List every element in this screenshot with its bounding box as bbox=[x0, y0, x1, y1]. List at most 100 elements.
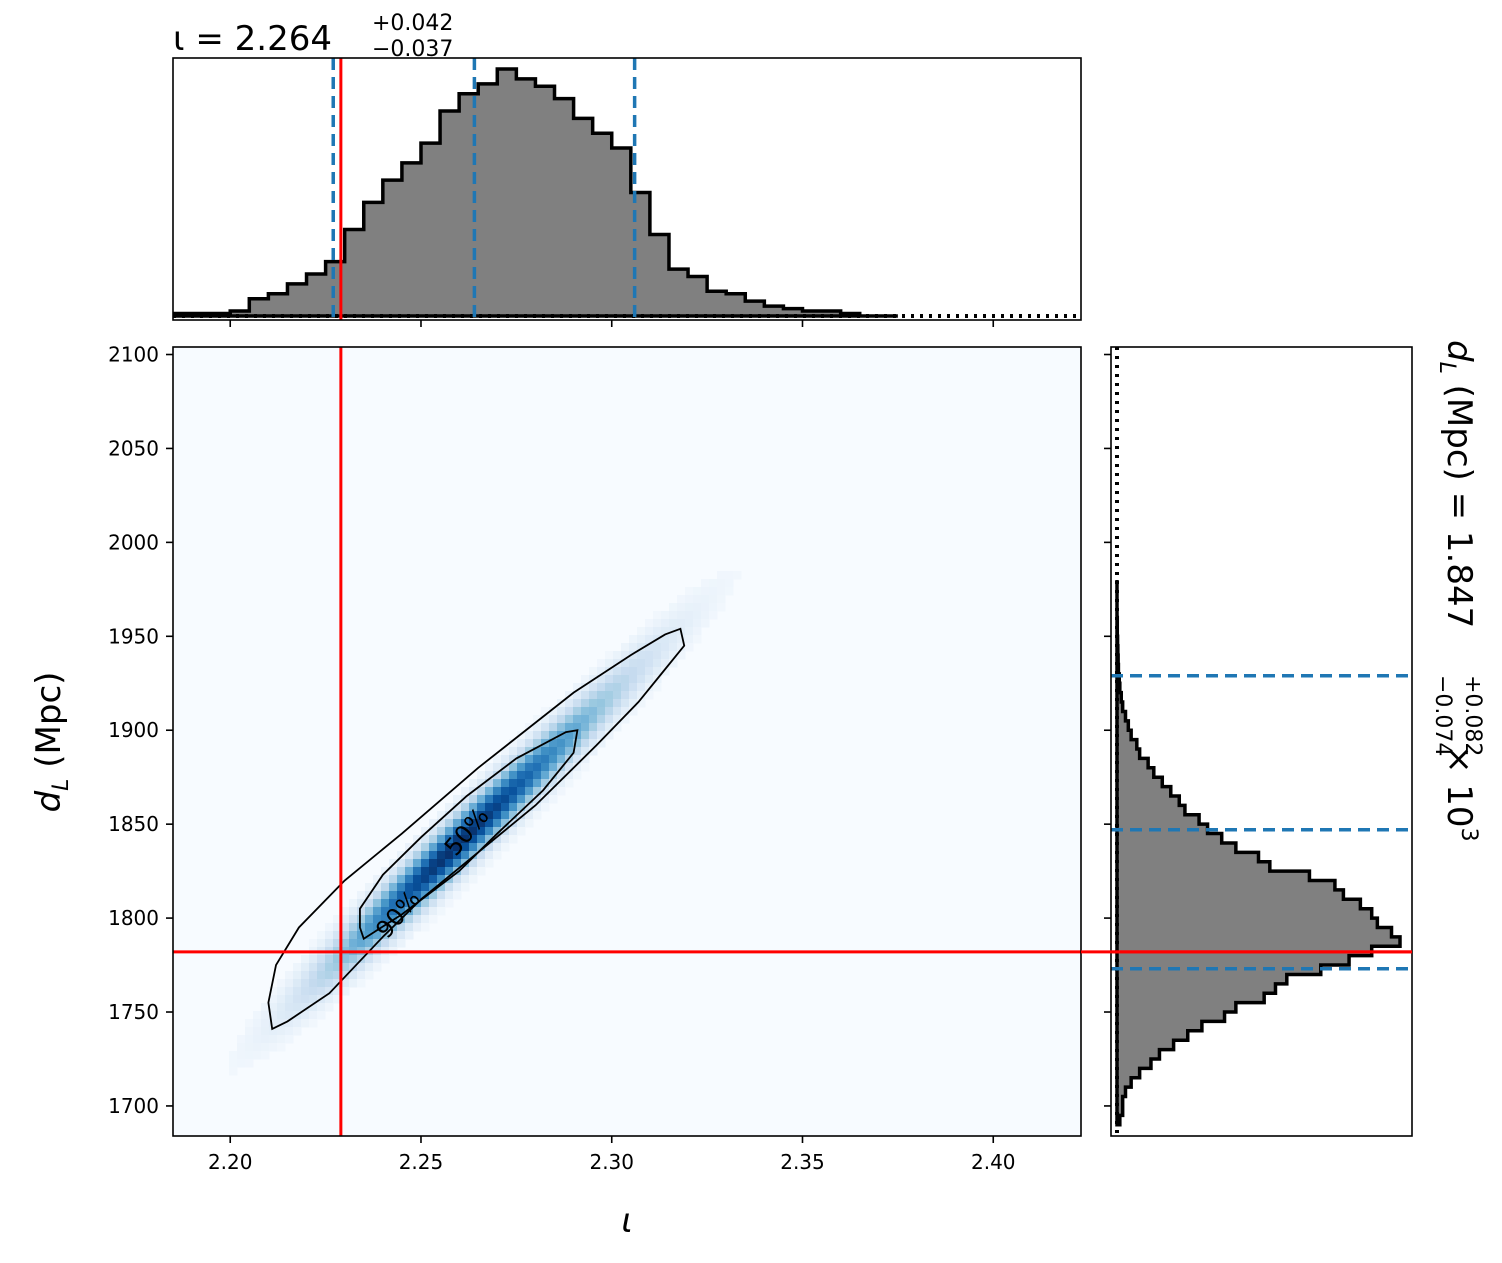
density-cell-634 bbox=[701, 595, 710, 604]
density-cell-550 bbox=[621, 699, 630, 708]
top-histogram bbox=[173, 69, 898, 316]
density-cell-70 bbox=[309, 939, 318, 948]
density-cell-651 bbox=[733, 571, 742, 580]
density-cell-353 bbox=[493, 787, 502, 796]
density-cell-247 bbox=[429, 835, 438, 844]
density-cell-637 bbox=[701, 619, 710, 628]
density-cell-643 bbox=[717, 571, 726, 580]
x-tick-label-2: 2.30 bbox=[589, 1150, 634, 1174]
density-cell-366 bbox=[501, 779, 510, 788]
density-cell-383 bbox=[509, 803, 518, 812]
density-cell-61 bbox=[301, 955, 310, 964]
density-cell-409 bbox=[525, 787, 534, 796]
density-cell-560 bbox=[629, 691, 638, 700]
svg-text:dL (Mpc) = 1.847: dL (Mpc) = 1.847 bbox=[1434, 340, 1479, 628]
density-cell-499 bbox=[581, 763, 590, 772]
density-cell-490 bbox=[581, 691, 590, 700]
density-cell-256 bbox=[429, 907, 438, 916]
y-axis-label: dL (Mpc) bbox=[29, 672, 74, 813]
density-cell-541 bbox=[613, 715, 622, 724]
density-cell-612 bbox=[677, 619, 686, 628]
density-cell-309 bbox=[461, 883, 470, 892]
density-cell-352 bbox=[493, 779, 502, 788]
density-cell-85 bbox=[317, 963, 326, 972]
x-tick-label-4: 2.40 bbox=[971, 1150, 1016, 1174]
density-cell-170 bbox=[373, 955, 382, 964]
density-cell-546 bbox=[621, 667, 630, 676]
density-cell-610 bbox=[677, 603, 686, 612]
density-cell-465 bbox=[565, 699, 574, 708]
top-title-median: 2.264 bbox=[235, 19, 332, 59]
density-cell-603 bbox=[669, 619, 678, 628]
right-ticks bbox=[1104, 355, 1111, 1106]
density-cell-225 bbox=[413, 875, 422, 884]
density-cell-557 bbox=[629, 667, 638, 676]
density-cell-493 bbox=[581, 715, 590, 724]
density-cell-5 bbox=[237, 1051, 246, 1060]
density-cell-502 bbox=[589, 683, 598, 692]
density-cell-470 bbox=[565, 739, 574, 748]
density-cell-128 bbox=[349, 923, 358, 932]
density-cell-13 bbox=[253, 1011, 262, 1020]
density-cell-270 bbox=[437, 907, 446, 916]
density-cell-573 bbox=[645, 619, 654, 628]
density-cell-569 bbox=[637, 675, 646, 684]
density-cell-0 bbox=[229, 1051, 238, 1060]
density-cell-514 bbox=[597, 683, 606, 692]
density-cell-7 bbox=[245, 1019, 254, 1028]
density-cell-9 bbox=[245, 1035, 254, 1044]
density-cell-226 bbox=[413, 883, 422, 892]
density-cell-4 bbox=[237, 1043, 246, 1052]
density-cell-405 bbox=[525, 755, 534, 764]
density-cell-650 bbox=[725, 587, 734, 596]
density-cell-640 bbox=[709, 595, 718, 604]
density-cell-451 bbox=[549, 795, 558, 804]
density-cell-492 bbox=[581, 707, 590, 716]
density-cell-322 bbox=[469, 875, 478, 884]
density-cell-395 bbox=[517, 787, 526, 796]
density-cell-56 bbox=[293, 995, 302, 1004]
density-cell-442 bbox=[549, 723, 558, 732]
density-cell-34 bbox=[277, 979, 286, 988]
density-cell-403 bbox=[525, 739, 534, 748]
density-cell-1 bbox=[229, 1059, 238, 1068]
density-cell-633 bbox=[701, 587, 710, 596]
density-cell-51 bbox=[285, 1035, 294, 1044]
density-cell-597 bbox=[661, 643, 670, 652]
density-cell-183 bbox=[381, 955, 390, 964]
density-cell-645 bbox=[717, 587, 726, 596]
density-cell-433 bbox=[541, 755, 550, 764]
density-cell-517 bbox=[597, 707, 606, 716]
density-cell-648 bbox=[725, 571, 734, 580]
density-cell-649 bbox=[725, 579, 734, 588]
density-cell-96 bbox=[325, 955, 334, 964]
density-cell-480 bbox=[573, 715, 582, 724]
density-cell-430 bbox=[541, 731, 550, 740]
density-cell-15 bbox=[253, 1027, 262, 1036]
density-cell-94 bbox=[325, 939, 334, 948]
density-cell-296 bbox=[453, 891, 462, 900]
density-cell-455 bbox=[557, 723, 566, 732]
density-cell-312 bbox=[469, 795, 478, 804]
density-cell-548 bbox=[621, 683, 630, 692]
density-cell-146 bbox=[357, 971, 366, 980]
density-cell-46 bbox=[285, 995, 294, 1004]
density-cell-466 bbox=[565, 707, 574, 716]
density-cell-646 bbox=[717, 595, 726, 604]
density-cell-250 bbox=[429, 859, 438, 868]
density-cell-238 bbox=[421, 875, 430, 884]
density-cell-145 bbox=[357, 963, 366, 972]
svg-text:× 103: × 103 bbox=[1439, 745, 1481, 842]
density-cell-525 bbox=[605, 675, 614, 684]
density-cell-252 bbox=[429, 875, 438, 884]
density-cell-281 bbox=[445, 883, 454, 892]
density-cell-626 bbox=[693, 595, 702, 604]
density-cell-42 bbox=[277, 1043, 286, 1052]
density-cell-624 bbox=[685, 643, 694, 652]
density-cell-420 bbox=[533, 763, 542, 772]
density-cell-491 bbox=[581, 699, 590, 708]
density-cell-23 bbox=[261, 1035, 270, 1044]
density-cell-580 bbox=[645, 675, 654, 684]
density-cell-446 bbox=[549, 755, 558, 764]
density-cell-475 bbox=[565, 779, 574, 788]
